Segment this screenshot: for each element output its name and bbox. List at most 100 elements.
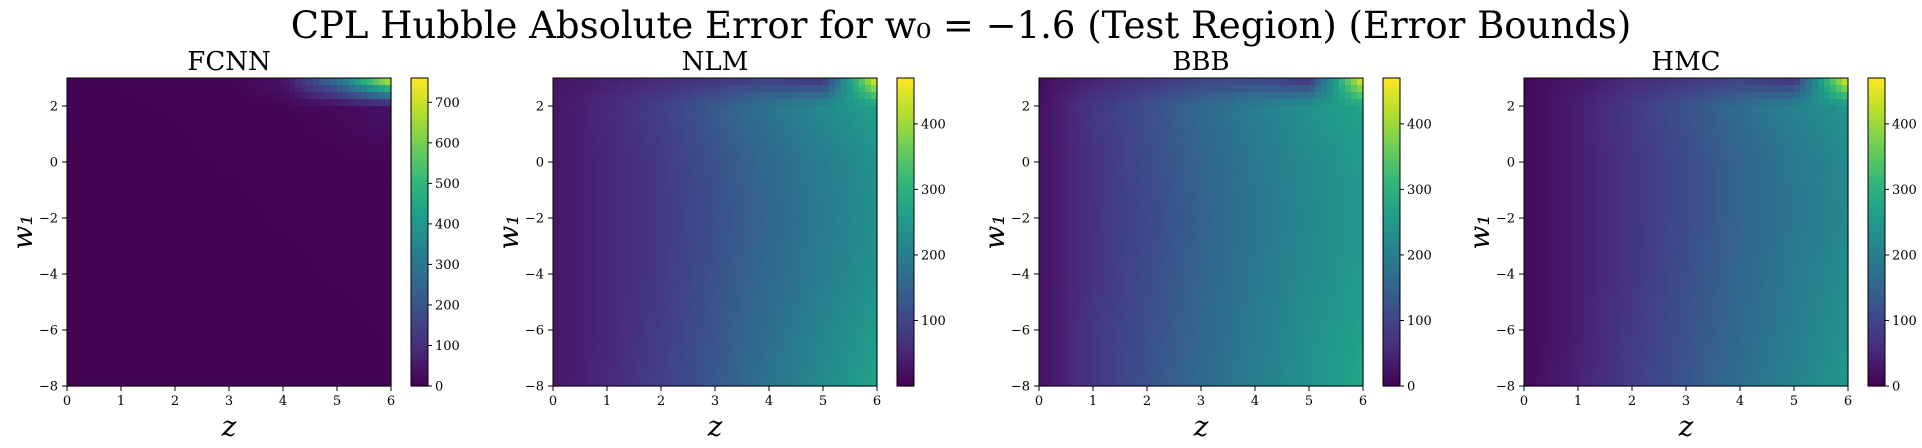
heatmap-cell — [781, 344, 788, 352]
heatmap-cell — [295, 92, 302, 100]
heatmap-cell — [337, 372, 344, 380]
heatmap-cell — [367, 176, 374, 184]
heatmap-cell — [751, 232, 758, 240]
heatmap-cell — [139, 274, 146, 282]
heatmap-cell — [163, 379, 170, 387]
heatmap-cell — [649, 302, 656, 310]
x-tick-label: 3 — [225, 394, 233, 409]
heatmap-cell — [871, 337, 878, 345]
heatmap-cell — [145, 267, 152, 275]
heatmap-cell — [325, 141, 332, 149]
heatmap-cell — [385, 85, 392, 93]
heatmap-cell — [331, 155, 338, 163]
heatmap-cell — [799, 302, 806, 310]
heatmap-cell — [631, 141, 638, 149]
heatmap-cell — [739, 337, 746, 345]
heatmap-cell — [865, 134, 872, 142]
heatmap-cell — [859, 120, 866, 128]
heatmap-cell — [103, 92, 110, 100]
heatmap-cell — [349, 358, 356, 366]
heatmap-cell — [145, 379, 152, 387]
heatmap-cell — [817, 218, 824, 226]
heatmap-cell — [379, 337, 386, 345]
heatmap-cell — [337, 260, 344, 268]
heatmap-cell — [745, 113, 752, 121]
heatmap-cell — [211, 246, 218, 254]
heatmap-cell — [349, 211, 356, 219]
heatmap-cell — [559, 267, 566, 275]
heatmap-cell — [307, 379, 314, 387]
heatmap-cell — [691, 78, 698, 86]
heatmap-cell — [115, 260, 122, 268]
heatmap-cell — [841, 260, 848, 268]
heatmap-cell — [193, 99, 200, 107]
heatmap-cell — [613, 379, 620, 387]
heatmap-cell — [307, 295, 314, 303]
heatmap-cell — [241, 169, 248, 177]
heatmap-cell — [259, 358, 266, 366]
heatmap-cell — [133, 372, 140, 380]
heatmap-cell — [841, 337, 848, 345]
heatmap-cell — [247, 204, 254, 212]
heatmap-cell — [301, 337, 308, 345]
heatmap-cell — [805, 127, 812, 135]
colorbar-segment — [411, 226, 428, 233]
heatmap-cell — [733, 99, 740, 107]
heatmap-cell — [805, 162, 812, 170]
heatmap-cell — [133, 274, 140, 282]
heatmap-cell — [817, 99, 824, 107]
heatmap-cell — [835, 316, 842, 324]
heatmap-cell — [145, 274, 152, 282]
heatmap-cell — [691, 246, 698, 254]
heatmap-cell — [361, 183, 368, 191]
heatmap-cell — [349, 344, 356, 352]
heatmap-cell — [157, 288, 164, 296]
heatmap-cell — [103, 372, 110, 380]
heatmap-cell — [727, 127, 734, 135]
heatmap-cell — [253, 155, 260, 163]
heatmap-cell — [745, 267, 752, 275]
heatmap-cell — [217, 106, 224, 114]
heatmap-cell — [643, 379, 650, 387]
heatmap-cell — [673, 309, 680, 317]
heatmap-cell — [199, 246, 206, 254]
heatmap-cell — [829, 253, 836, 261]
heatmap-cell — [607, 120, 614, 128]
heatmap-cell — [127, 288, 134, 296]
heatmap-cell — [331, 106, 338, 114]
heatmap-cell — [595, 85, 602, 93]
heatmap-cell — [103, 127, 110, 135]
heatmap-cell — [373, 372, 380, 380]
heatmap-cell — [385, 379, 392, 387]
heatmap-cell — [235, 225, 242, 233]
heatmap-cell — [175, 141, 182, 149]
heatmap-cell — [277, 190, 284, 198]
heatmap-cell — [115, 281, 122, 289]
heatmap-cell — [205, 78, 212, 86]
heatmap-cell — [223, 260, 230, 268]
heatmap-cell — [379, 274, 386, 282]
heatmap-cell — [373, 351, 380, 359]
heatmap-cell — [859, 351, 866, 359]
heatmap-cell — [805, 85, 812, 93]
heatmap-cell — [271, 162, 278, 170]
heatmap-cell — [1105, 78, 1112, 86]
heatmap-cell — [319, 225, 326, 233]
heatmap-cell — [85, 190, 92, 198]
heatmap-cell — [91, 379, 98, 387]
heatmap-cell — [601, 120, 608, 128]
heatmap-cell — [559, 78, 566, 86]
heatmap-cell — [619, 204, 626, 212]
heatmap-cell — [361, 148, 368, 156]
heatmap-cell — [343, 232, 350, 240]
heatmap-cell — [169, 330, 176, 338]
colorbar-segment — [897, 324, 914, 331]
heatmap-cell — [847, 99, 854, 107]
heatmap-cell — [73, 309, 80, 317]
heatmap-cell — [667, 267, 674, 275]
heatmap-cell — [73, 232, 80, 240]
heatmap-cell — [871, 351, 878, 359]
heatmap-cell — [295, 358, 302, 366]
heatmap-cell — [145, 176, 152, 184]
heatmap-cell — [343, 120, 350, 128]
